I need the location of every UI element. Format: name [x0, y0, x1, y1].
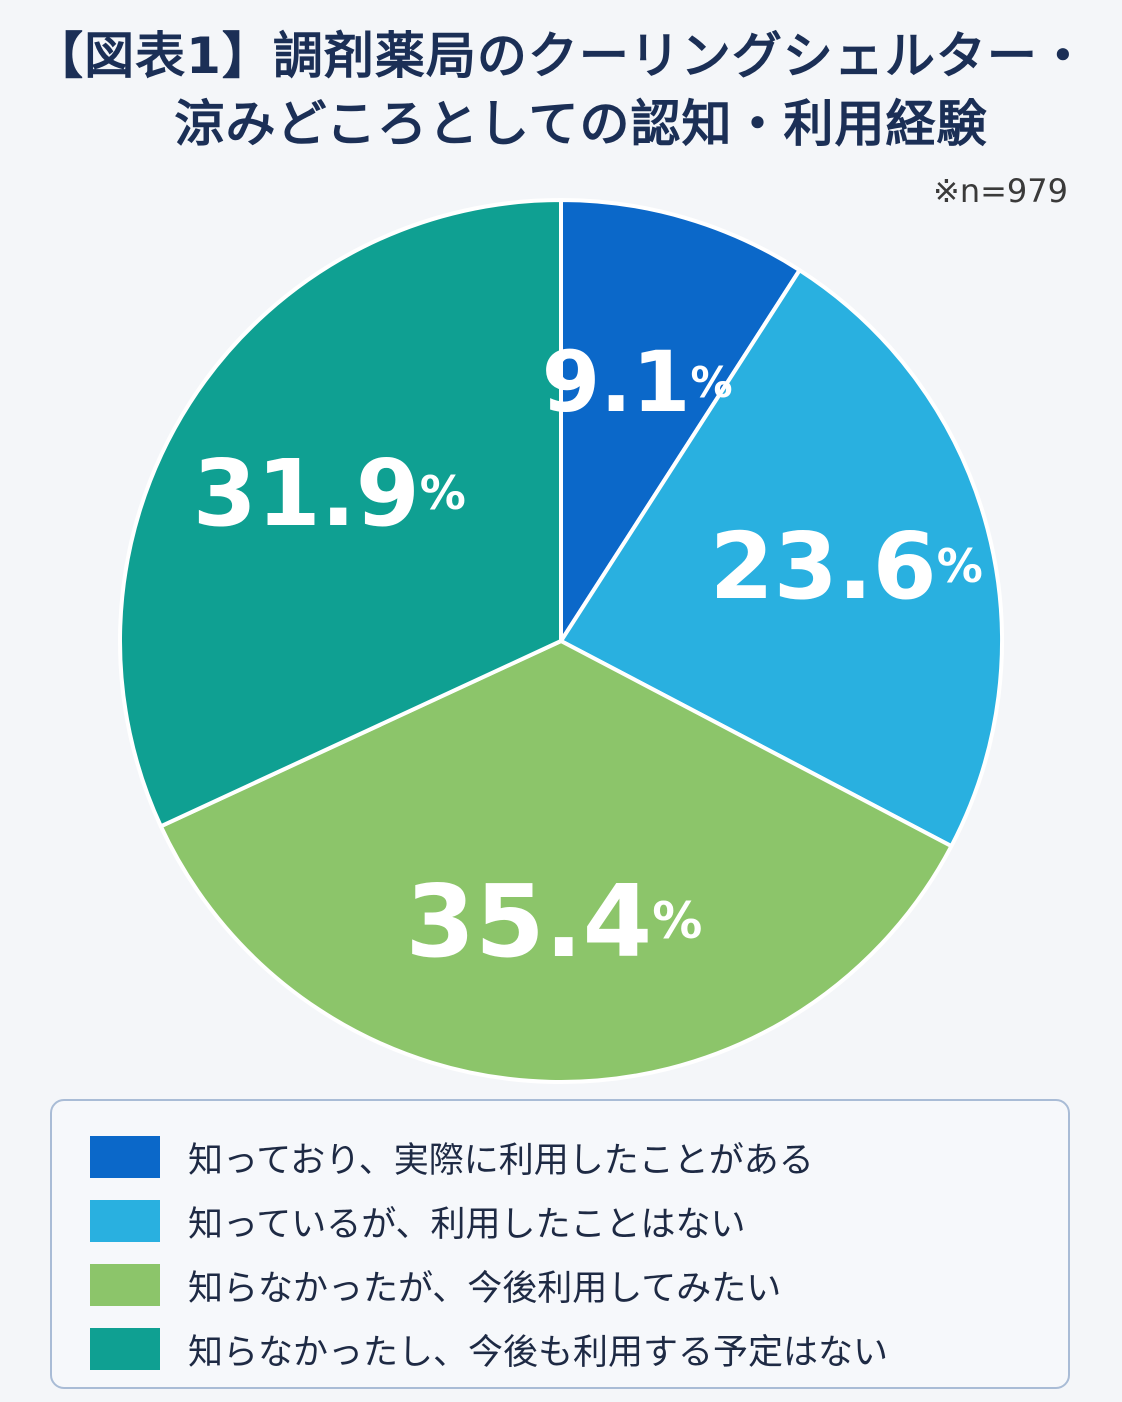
- legend-swatch-used: [90, 1136, 160, 1178]
- chart-title-line-1: 【図表1】調剤薬局のクーリングシェルター・: [33, 27, 1089, 85]
- slice-label-aware-not-used: 23.6%: [710, 512, 983, 619]
- slice-label-used: 9.1%: [542, 333, 733, 431]
- chart-title-line-2: 涼みどころとしての認知・利用経験: [174, 95, 988, 153]
- slice-value-aware-not-used: 23.6: [710, 512, 937, 619]
- legend-label-used: 知っており、実際に利用したことがある: [188, 1140, 814, 1181]
- legend-item-unaware-no-plan: 知らなかったし、今後も利用する予定はない: [90, 1317, 1068, 1381]
- pie-slice-used: [559, 198, 802, 643]
- legend-label-unaware-no-plan: 知らなかったし、今後も利用する予定はない: [188, 1332, 889, 1373]
- legend-label-aware-not-used: 知っているが、利用したことはない: [188, 1204, 746, 1245]
- slice-unit-used: %: [691, 357, 733, 406]
- pie-labels: 9.1%23.6%35.4%31.9%: [193, 333, 983, 979]
- sample-size-note: ※n=979: [933, 172, 1068, 210]
- slice-label-unaware-no-plan: 31.9%: [193, 439, 466, 546]
- slice-value-unaware-want-to-use: 35.4: [406, 862, 653, 979]
- legend-item-used: 知っており、実際に利用したことがある: [90, 1125, 1068, 1189]
- chart-title: 【図表1】調剤薬局のクーリングシェルター・ 涼みどころとしての認知・利用経験: [0, 22, 1122, 158]
- legend: 知っており、実際に利用したことがある 知っているが、利用したことはない 知らなか…: [50, 1099, 1070, 1389]
- pie-slice-unaware-want-to-use: [158, 639, 954, 1084]
- pie-slices: [118, 198, 1004, 1084]
- legend-swatch-unaware-want-to-use: [90, 1264, 160, 1306]
- slice-unit-aware-not-used: %: [937, 539, 983, 593]
- slice-label-unaware-want-to-use: 35.4%: [406, 862, 703, 979]
- pie-slice-aware-not-used: [559, 268, 1004, 849]
- legend-swatch-unaware-no-plan: [90, 1328, 160, 1370]
- legend-swatch-aware-not-used: [90, 1200, 160, 1242]
- legend-item-aware-not-used: 知っているが、利用したことはない: [90, 1189, 1068, 1253]
- slice-value-unaware-no-plan: 31.9: [193, 439, 420, 546]
- slice-unit-unaware-want-to-use: %: [652, 892, 702, 950]
- pie-slice-unaware-no-plan: [118, 198, 563, 829]
- slice-unit-unaware-no-plan: %: [420, 466, 466, 520]
- legend-label-unaware-want-to-use: 知らなかったが、今後利用してみたい: [188, 1268, 782, 1309]
- slice-value-used: 9.1: [542, 333, 691, 431]
- legend-item-unaware-want-to-use: 知らなかったが、今後利用してみたい: [90, 1253, 1068, 1317]
